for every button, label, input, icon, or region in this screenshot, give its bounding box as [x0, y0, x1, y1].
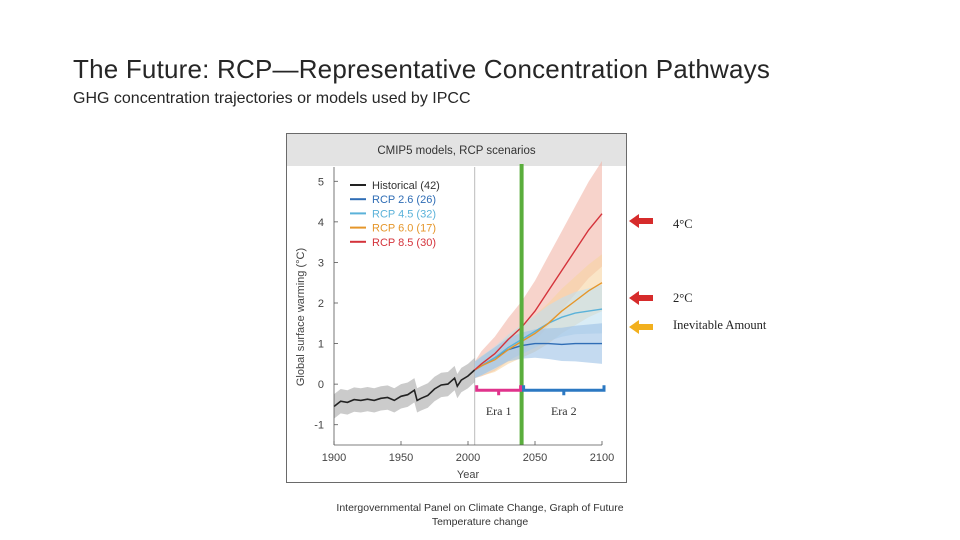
x-tick-label-1: 1950 — [389, 452, 413, 464]
annotation-4c: 4°C — [673, 217, 693, 231]
era-label-1: Era 2 — [551, 404, 577, 418]
series-line-4 — [474, 213, 603, 371]
legend-label-0: Historical (42) — [372, 180, 440, 192]
x-axis-label: Year — [457, 469, 480, 481]
red-arrow-4c-icon — [629, 214, 653, 228]
era-bracket-1 — [522, 385, 606, 396]
caption-line-2: Temperature change — [431, 516, 529, 528]
series-band-1 — [474, 323, 602, 379]
era-label-0: Era 1 — [486, 404, 512, 418]
y-tick-label-5: 4 — [318, 217, 324, 229]
red-arrow-2c-shape — [629, 291, 653, 305]
series-band-0 — [334, 357, 475, 419]
y-tick-label-6: 5 — [318, 176, 324, 188]
series-line-0 — [333, 369, 476, 408]
chart-figure: CMIP5 models, RCP scenarios -1 0 1 2 3 4 5 1900 1… — [286, 133, 627, 483]
y-tick-label-2: 1 — [318, 339, 324, 351]
legend-label-1: RCP 2.6 (26) — [372, 194, 436, 206]
title-strip — [287, 134, 626, 166]
legend-label-3: RCP 6.0 (17) — [372, 223, 436, 235]
y-tick-label-0: -1 — [314, 420, 324, 432]
figure-caption: Intergovernmental Panel on Climate Chang… — [300, 501, 660, 529]
series-line-2 — [474, 308, 603, 371]
y-tick-label-1: 0 — [318, 379, 324, 391]
chart-title: CMIP5 models, RCP scenarios — [377, 145, 536, 157]
slide-subtitle: GHG concentration trajectories or models… — [73, 90, 471, 107]
chart-svg: CMIP5 models, RCP scenarios -1 0 1 2 3 4 5 1900 1… — [286, 133, 627, 483]
series-band-4 — [474, 161, 602, 379]
annotation-inevitable: Inevitable Amount — [673, 318, 767, 332]
y-tick-label-3: 2 — [318, 298, 324, 310]
legend-label-4: RCP 8.5 (30) — [372, 237, 436, 249]
era-bracket-0 — [475, 385, 523, 396]
slide-title: The Future: RCP—Representative Concentra… — [73, 54, 771, 84]
red-arrow-4c-shape — [629, 214, 653, 228]
caption-line-1: Intergovernmental Panel on Climate Chang… — [336, 502, 624, 514]
y-tick-label-4: 3 — [318, 257, 324, 269]
yellow-arrow-inevitable-icon — [629, 320, 653, 334]
yellow-arrow-inevitable-shape — [629, 320, 653, 334]
red-arrow-2c-icon — [629, 291, 653, 305]
x-tick-label-4: 2100 — [590, 452, 614, 464]
legend-label-2: RCP 4.5 (32) — [372, 208, 436, 220]
annotation-2c: 2°C — [673, 291, 693, 305]
x-tick-label-3: 2050 — [523, 452, 547, 464]
x-tick-label-0: 1900 — [322, 452, 346, 464]
y-axis-label: Global surface warming (°C) — [295, 248, 307, 386]
series-line-3 — [474, 282, 603, 371]
x-tick-label-2: 2000 — [456, 452, 480, 464]
